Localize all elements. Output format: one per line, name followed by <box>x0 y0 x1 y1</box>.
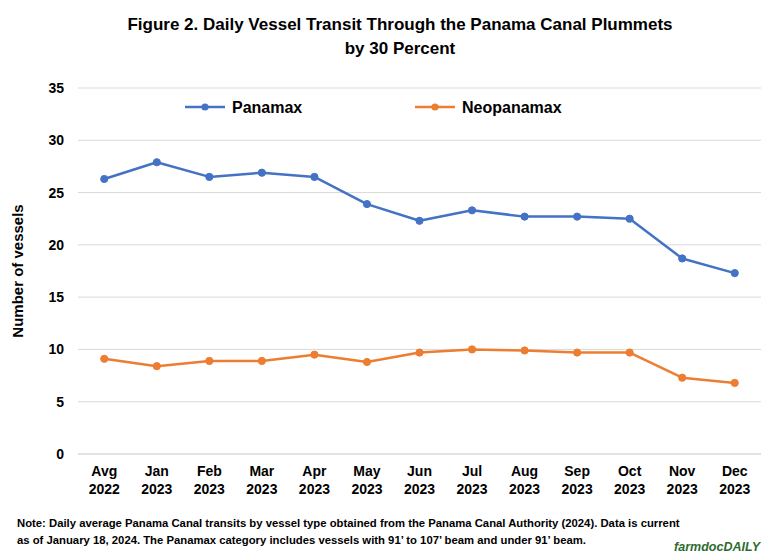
series-marker <box>731 269 738 276</box>
note-line: Note: Daily average Panama Canal transit… <box>17 517 680 529</box>
x-tick-label-line: 2023 <box>194 481 225 497</box>
x-tick-label-line: 2023 <box>719 481 750 497</box>
series-marker <box>153 159 160 166</box>
legend-label: Neopanamax <box>462 99 562 116</box>
series-marker <box>311 351 318 358</box>
x-tick-label-line: Aug <box>511 463 538 479</box>
plot-area <box>101 159 739 387</box>
grid-line <box>78 88 761 89</box>
x-tick-label-line: 2023 <box>667 481 698 497</box>
x-tick-label-line: 2023 <box>351 481 382 497</box>
series-marker <box>258 357 265 364</box>
y-tick-label: 35 <box>48 80 64 96</box>
x-tick-label-line: Mar <box>249 463 274 479</box>
x-tick-label: Nov 2023 <box>667 463 698 497</box>
x-tick-label-line: Dec <box>722 463 748 479</box>
x-tick-label: Feb 2023 <box>194 463 225 497</box>
series-marker <box>679 255 686 262</box>
y-tick-label: 10 <box>48 341 64 357</box>
background <box>0 0 768 557</box>
y-tick-label: 25 <box>48 185 64 201</box>
x-tick-label: Apr 2023 <box>299 463 330 497</box>
x-tick-label-line: 2023 <box>456 481 487 497</box>
series-marker <box>416 217 423 224</box>
series-marker <box>363 200 370 207</box>
y-axis-label: Number of vessels <box>9 204 26 337</box>
grid-line <box>78 192 761 193</box>
x-tick-label: May 2023 <box>351 463 382 497</box>
x-tick-label-line: Apr <box>302 463 327 479</box>
grid-line <box>78 401 761 402</box>
x-tick-label-line: Jun <box>407 463 432 479</box>
x-tick-label-line: 2023 <box>246 481 277 497</box>
grid-line <box>78 140 761 141</box>
x-tick-label-line: Avg <box>91 463 117 479</box>
series-marker <box>468 207 475 214</box>
series-marker <box>206 173 213 180</box>
series-marker <box>311 173 318 180</box>
series-marker <box>521 347 528 354</box>
series-marker <box>153 363 160 370</box>
grid-line <box>78 297 761 298</box>
x-axis-line <box>78 454 761 455</box>
title: Figure 2. Daily Vessel Transit Through t… <box>127 15 672 58</box>
x-tick-label-line: 2023 <box>141 481 172 497</box>
series-marker <box>626 215 633 222</box>
series-marker <box>258 169 265 176</box>
title-line: by 30 Percent <box>345 39 456 58</box>
series-marker <box>206 357 213 364</box>
title-line: Figure 2. Daily Vessel Transit Through t… <box>127 15 672 34</box>
legend-marker <box>431 103 438 110</box>
x-tick-label: Mar 2023 <box>246 463 277 497</box>
series-marker <box>416 349 423 356</box>
series-marker <box>626 349 633 356</box>
x-tick-label: Sep 2023 <box>562 463 593 497</box>
x-tick-label-line: Feb <box>197 463 222 479</box>
series-marker <box>101 175 108 182</box>
x-tick-label: Jan 2023 <box>141 463 172 497</box>
x-tick-label-line: 2023 <box>404 481 435 497</box>
x-tick-label-line: 2023 <box>562 481 593 497</box>
y-tick-label: 5 <box>56 394 64 410</box>
y-tick-label: 0 <box>56 446 64 462</box>
legend-label: Panamax <box>232 99 302 116</box>
x-tick-label-line: Jul <box>462 463 482 479</box>
series-marker <box>521 213 528 220</box>
y-tick-label: 20 <box>48 237 64 253</box>
x-tick-label: Dec 2023 <box>719 463 750 497</box>
x-tick-label: Aug 2023 <box>509 463 540 497</box>
note-line: as of January 18, 2024. The Panamax cate… <box>17 534 586 546</box>
x-tick-label: Avg 2022 <box>89 463 120 497</box>
y-tick-label: 30 <box>48 132 64 148</box>
x-tick-label-line: 2023 <box>299 481 330 497</box>
x-tick-label-line: Nov <box>669 463 696 479</box>
series-marker <box>731 379 738 386</box>
series-marker <box>468 346 475 353</box>
series-marker <box>363 358 370 365</box>
series-line <box>104 349 734 382</box>
x-tick-label-line: Sep <box>564 463 590 479</box>
x-tick-label: Jun 2023 <box>404 463 435 497</box>
y-tick-label: 15 <box>48 289 64 305</box>
chart: Figure 2. Daily Vessel Transit Through t… <box>0 0 768 557</box>
x-tick-label-line: 2023 <box>509 481 540 497</box>
note: Note: Daily average Panama Canal transit… <box>17 517 680 546</box>
x-tick-label-line: 2023 <box>614 481 645 497</box>
x-tick-label-line: 2022 <box>89 481 120 497</box>
x-tick-label-line: Oct <box>618 463 642 479</box>
legend-marker <box>201 103 208 110</box>
x-tick-label-line: May <box>353 463 380 479</box>
x-tick-label: Jul 2023 <box>456 463 487 497</box>
series-marker <box>574 213 581 220</box>
x-tick-label-line: Jan <box>145 463 169 479</box>
series-line <box>104 162 734 273</box>
grid-line <box>78 244 761 245</box>
series-marker <box>101 355 108 362</box>
series-marker <box>574 349 581 356</box>
grid-line <box>78 454 761 455</box>
x-tick-label: Oct 2023 <box>614 463 645 497</box>
series-marker <box>679 374 686 381</box>
brand: farmdocDAILY <box>674 540 762 554</box>
